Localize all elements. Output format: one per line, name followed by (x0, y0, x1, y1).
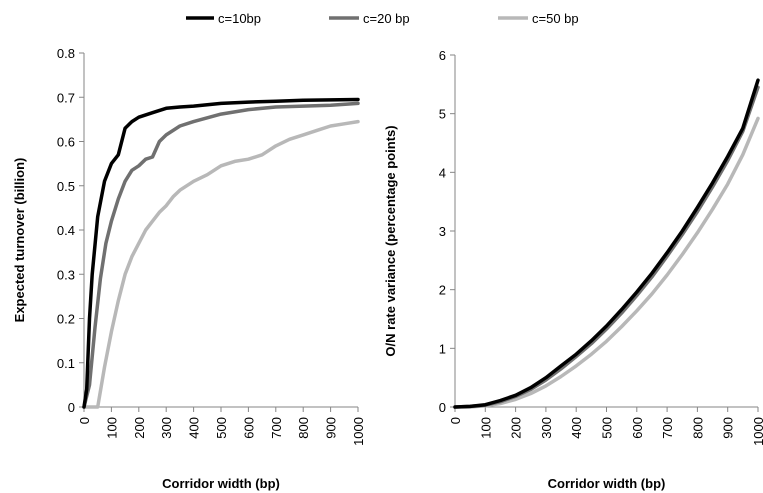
y-tick-label: 6 (439, 48, 446, 63)
y-tick-label: 0.1 (57, 356, 75, 371)
x-tick-label: 600 (630, 417, 645, 439)
y-tick-label: 0.5 (57, 179, 75, 194)
y-tick-label: 0 (68, 400, 75, 415)
x-tick-label: 300 (159, 417, 174, 439)
x-tick-label: 1000 (351, 417, 366, 446)
series-line-c-50-bp (453, 116, 760, 409)
x-axis-title-right: Corridor width (bp) (548, 476, 666, 491)
x-tick-label: 900 (721, 417, 736, 439)
y-axis-title-variance: O/N rate variance (percentage points) (383, 125, 398, 356)
x-tick-label: 900 (324, 417, 339, 439)
x-tick-label: 200 (132, 417, 147, 439)
y-tick-label: 5 (439, 107, 446, 122)
y-tick-label: 2 (439, 283, 446, 298)
y-tick-label: 0.4 (57, 223, 75, 238)
x-tick-label: 100 (478, 417, 493, 439)
x-tick-label: 200 (509, 417, 524, 439)
y-axis-title-turnover: Expected turnover (billion) (12, 158, 27, 323)
y-tick-label: 1 (439, 341, 446, 356)
x-tick-label: 600 (241, 417, 256, 439)
x-tick-label: 700 (660, 417, 675, 439)
series-line-c-20-bp (453, 85, 760, 409)
x-tick-label: 400 (187, 417, 202, 439)
y-tick-label: 0 (439, 400, 446, 415)
x-tick-label: 400 (569, 417, 584, 439)
x-tick-label: 700 (269, 417, 284, 439)
legend-label-c10: c=10bp (218, 11, 261, 26)
x-tick-label: 300 (539, 417, 554, 439)
x-tick-label: 800 (296, 417, 311, 439)
right-chart-variance: O/N rate variance (percentage points) Co… (383, 48, 763, 491)
y-tick-label: 0.6 (57, 135, 75, 150)
x-tick-label: 0 (77, 417, 92, 424)
x-tick-label: 500 (214, 417, 229, 439)
y-tick-label: 0.2 (57, 312, 75, 327)
x-tick-label: 800 (690, 417, 705, 439)
series-line-c-20-bp (82, 101, 360, 409)
left-chart-turnover: Expected turnover (billion) Corridor wid… (12, 46, 366, 491)
series-line-c-50-bp (82, 119, 360, 409)
x-tick-label: 500 (600, 417, 615, 439)
y-tick-label: 0.8 (57, 46, 75, 61)
y-tick-label: 0.7 (57, 90, 75, 105)
series-line-c-10bp (82, 97, 360, 409)
x-tick-label: 0 (448, 417, 463, 424)
y-tick-label: 3 (439, 224, 446, 239)
x-tick-label: 100 (104, 417, 119, 439)
series-line-c-10bp (453, 78, 760, 409)
y-tick-label: 4 (439, 165, 446, 180)
legend: c=10bp c=20 bp c=50 bp (186, 11, 579, 26)
x-axis-title-left: Corridor width (bp) (162, 476, 280, 491)
legend-label-c20: c=20 bp (363, 11, 410, 26)
x-tick-label: 1000 (751, 417, 763, 446)
legend-label-c50: c=50 bp (532, 11, 579, 26)
y-tick-label: 0.3 (57, 267, 75, 282)
